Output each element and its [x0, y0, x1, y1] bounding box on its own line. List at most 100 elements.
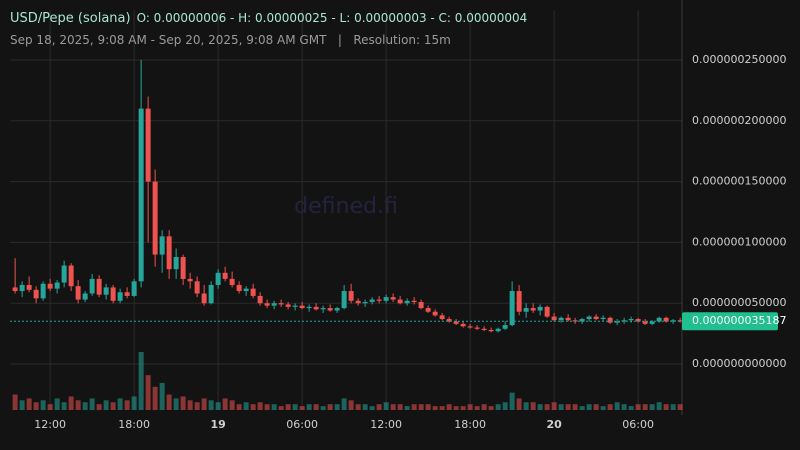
volume-bar [523, 402, 529, 410]
candle-body [201, 293, 207, 304]
candle-body [257, 295, 263, 304]
volume-bar [572, 404, 578, 410]
candle-body [600, 317, 606, 320]
volume-bar [383, 402, 389, 410]
volume-bar [250, 404, 256, 410]
candle-body [607, 317, 613, 323]
volume-bar [271, 404, 277, 410]
volume-bar [222, 398, 228, 410]
volume-bar [628, 406, 634, 410]
candle-body [334, 308, 340, 311]
candle-body [194, 281, 200, 294]
candle-body [89, 278, 95, 294]
volume-bar [558, 404, 564, 410]
candle-body [481, 328, 487, 330]
volume-bar [292, 404, 298, 410]
candle-body [187, 278, 193, 282]
volume-bar [89, 398, 95, 410]
candle-body [418, 302, 424, 309]
volume-bar [446, 404, 452, 410]
volume-bar [243, 402, 249, 410]
candle-body [537, 306, 543, 311]
candle-body [460, 323, 466, 327]
candle-body [243, 288, 249, 292]
volume-bar [68, 396, 74, 410]
volume-bar [145, 375, 151, 410]
volume-bar [509, 392, 515, 410]
volume-bar [677, 404, 683, 410]
candle-body [348, 291, 354, 301]
volume-bar [278, 406, 284, 410]
volume-bar [299, 406, 305, 410]
candle-body [628, 319, 634, 321]
candle-body [138, 108, 144, 282]
volume-bar [40, 400, 46, 410]
volume-bar [537, 404, 543, 410]
candle-body [75, 286, 81, 300]
volume-bar [432, 406, 438, 410]
header: USD/Pepe (solana) O: 0.00000006 - H: 0.00… [10, 11, 527, 26]
candle-body [642, 321, 648, 324]
candle-body [110, 287, 116, 301]
candle-body [229, 278, 235, 285]
volume-bar [33, 402, 39, 410]
volume-bar [565, 404, 571, 410]
volume-bar [439, 406, 445, 410]
volume-bar [313, 404, 319, 410]
candle-body [523, 308, 529, 312]
volume-bar [502, 402, 508, 410]
candle-body [306, 306, 312, 309]
candle-body [47, 283, 53, 289]
volume-bar [649, 404, 655, 410]
volume-bar [201, 398, 207, 410]
x-tick-label: 12:00 [34, 418, 66, 431]
volume-bar [47, 404, 53, 410]
volume-bar [82, 402, 88, 410]
watermark: defined.fi [294, 194, 398, 219]
volume-bar [467, 404, 473, 410]
candle-body [425, 308, 431, 312]
candle-body [131, 281, 137, 296]
candle-body [397, 299, 403, 304]
volume-bar [369, 406, 375, 410]
volume-bar [75, 400, 81, 410]
volume-bar [348, 400, 354, 410]
volume-bar [481, 404, 487, 410]
volume-bar [306, 404, 312, 410]
candle-body [166, 236, 172, 270]
candle-body [124, 292, 130, 296]
volume-bar [600, 406, 606, 410]
volume-bar [208, 400, 214, 410]
volume-bar [425, 404, 431, 410]
volume-bar [236, 404, 242, 410]
volume-bar [376, 404, 382, 410]
candle-body [159, 236, 165, 255]
volume-bar [551, 402, 557, 410]
candle-body [236, 284, 242, 292]
x-tick-label: 06:00 [622, 418, 654, 431]
volume-bar [586, 404, 592, 410]
volume-bar [61, 402, 67, 410]
volume-bar [285, 404, 291, 410]
candle-body [488, 329, 494, 332]
candle-body [362, 302, 368, 304]
y-tick-label: 0.000000200000 [692, 114, 786, 127]
volume-bar [26, 398, 32, 410]
candle-body [614, 321, 620, 323]
volume-bar [334, 404, 340, 410]
candle-body [82, 293, 88, 300]
x-tick-label: 06:00 [286, 418, 318, 431]
volume-bar [418, 404, 424, 410]
candle-body [544, 306, 550, 317]
volume-bar [495, 404, 501, 410]
volume-bar [215, 402, 221, 410]
candle-body [285, 304, 291, 307]
candle-body [404, 300, 410, 304]
candle-body [180, 257, 186, 279]
candle-body [446, 319, 452, 322]
candle-body [19, 284, 25, 292]
volume-bar [453, 406, 459, 410]
y-tick-label: 0.000000250000 [692, 53, 786, 66]
